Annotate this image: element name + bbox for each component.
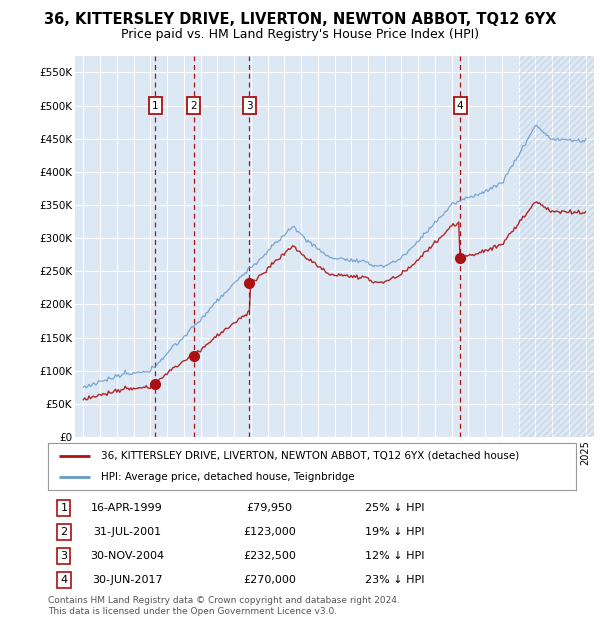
Text: 12% ↓ HPI: 12% ↓ HPI bbox=[365, 551, 424, 561]
Text: 36, KITTERSLEY DRIVE, LIVERTON, NEWTON ABBOT, TQ12 6YX: 36, KITTERSLEY DRIVE, LIVERTON, NEWTON A… bbox=[44, 12, 556, 27]
Text: 31-JUL-2001: 31-JUL-2001 bbox=[93, 527, 161, 537]
Text: £270,000: £270,000 bbox=[244, 575, 296, 585]
Text: HPI: Average price, detached house, Teignbridge: HPI: Average price, detached house, Teig… bbox=[101, 472, 355, 482]
Text: 3: 3 bbox=[246, 100, 253, 110]
Text: 23% ↓ HPI: 23% ↓ HPI bbox=[365, 575, 424, 585]
Text: Price paid vs. HM Land Registry's House Price Index (HPI): Price paid vs. HM Land Registry's House … bbox=[121, 28, 479, 41]
Text: 2: 2 bbox=[190, 100, 197, 110]
Text: £232,500: £232,500 bbox=[244, 551, 296, 561]
Text: 16-APR-1999: 16-APR-1999 bbox=[91, 503, 163, 513]
Text: £79,950: £79,950 bbox=[247, 503, 293, 513]
Text: 19% ↓ HPI: 19% ↓ HPI bbox=[365, 527, 424, 537]
Text: 30-NOV-2004: 30-NOV-2004 bbox=[90, 551, 164, 561]
Text: 4: 4 bbox=[457, 100, 463, 110]
Text: 25% ↓ HPI: 25% ↓ HPI bbox=[365, 503, 424, 513]
Text: Contains HM Land Registry data © Crown copyright and database right 2024.
This d: Contains HM Land Registry data © Crown c… bbox=[48, 596, 400, 616]
Text: 1: 1 bbox=[152, 100, 158, 110]
Text: 3: 3 bbox=[61, 551, 67, 561]
Text: 30-JUN-2017: 30-JUN-2017 bbox=[92, 575, 163, 585]
Text: 2: 2 bbox=[60, 527, 67, 537]
Text: 4: 4 bbox=[60, 575, 67, 585]
Text: 1: 1 bbox=[61, 503, 67, 513]
Text: £123,000: £123,000 bbox=[244, 527, 296, 537]
Text: 36, KITTERSLEY DRIVE, LIVERTON, NEWTON ABBOT, TQ12 6YX (detached house): 36, KITTERSLEY DRIVE, LIVERTON, NEWTON A… bbox=[101, 451, 519, 461]
Bar bbox=[518, 56, 600, 437]
